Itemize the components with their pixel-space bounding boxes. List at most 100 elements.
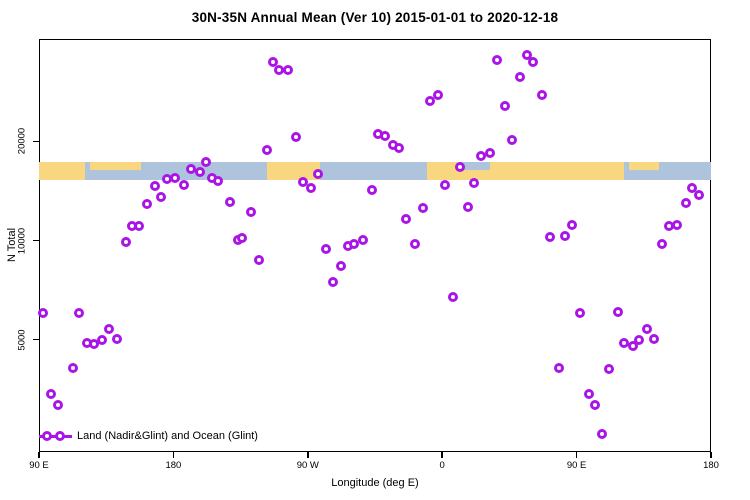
data-point [195, 167, 206, 178]
legend-label: Land (Nadir&Glint) and Ocean (Glint) [77, 430, 258, 442]
data-point [53, 400, 64, 411]
data-point [641, 323, 652, 334]
data-point [225, 197, 236, 208]
x-tick [710, 452, 712, 458]
data-point [45, 388, 56, 399]
data-point [186, 164, 197, 175]
x-tick [38, 452, 40, 458]
data-point [298, 177, 309, 188]
y-tick [33, 239, 39, 242]
x-tick-label: 180 [165, 460, 182, 471]
data-point [432, 90, 443, 101]
data-point [380, 131, 391, 142]
data-point [283, 64, 294, 75]
data-point [567, 220, 578, 231]
y-tick-label: 20000 [16, 128, 28, 155]
legend-marker [39, 429, 72, 443]
y-tick [33, 140, 39, 143]
data-point [694, 190, 705, 201]
data-point [544, 231, 555, 242]
data-point [156, 192, 167, 203]
data-point [417, 203, 428, 214]
data-point [455, 162, 466, 173]
x-tick [307, 452, 309, 458]
legend-point-icon [42, 431, 52, 441]
map-strip-land-segment [39, 162, 86, 180]
data-point [537, 90, 548, 101]
data-point [680, 198, 691, 209]
data-point [104, 323, 115, 334]
data-point [410, 238, 421, 249]
data-point [349, 238, 360, 249]
plot-area: 90 E 180 90 W 0 90 E 180 5000 10000 20000 Land (… [17, 39, 719, 471]
data-point [476, 151, 487, 162]
x-tick-label: 0 [439, 460, 445, 471]
data-point [613, 306, 624, 317]
data-point [589, 400, 600, 411]
data-point [111, 333, 122, 344]
data-point [313, 169, 324, 180]
map-strip-land-segment [267, 162, 320, 180]
y-tick-label: 10000 [16, 227, 28, 254]
data-point [68, 362, 79, 373]
y-axis-label: N Total [6, 227, 18, 263]
data-point [468, 178, 479, 189]
data-point [150, 181, 161, 192]
x-tick-label: 90 W [296, 460, 319, 471]
map-strip-fringe-land [628, 162, 659, 170]
data-point [462, 202, 473, 213]
legend: Land (Nadir&Glint) and Ocean (Glint) [39, 429, 258, 443]
x-tick [172, 452, 175, 458]
data-point [74, 307, 85, 318]
x-tick [575, 452, 578, 458]
map-strip-fringe-land [89, 162, 141, 170]
data-point [169, 173, 180, 184]
data-point [335, 260, 346, 271]
data-point [328, 276, 339, 287]
y-tick-label: 5000 [16, 329, 28, 351]
data-point [596, 429, 607, 440]
data-point [671, 220, 682, 231]
data-point [358, 235, 369, 246]
data-point [96, 334, 107, 345]
data-point [320, 243, 331, 254]
data-point [305, 183, 316, 194]
data-point [425, 96, 436, 107]
data-point [393, 143, 404, 154]
data-point [201, 157, 212, 168]
data-point [619, 337, 630, 348]
data-point [514, 71, 525, 82]
data-point [367, 185, 377, 196]
data-point [507, 135, 518, 146]
data-point [178, 180, 189, 191]
data-point [649, 333, 660, 344]
x-tick-label: 90 E [29, 460, 49, 471]
data-point [492, 54, 503, 65]
x-tick [441, 452, 443, 458]
y-tick [33, 338, 39, 341]
data-point [528, 56, 539, 67]
legend-point-icon [55, 431, 65, 441]
data-point [401, 214, 412, 225]
data-point [574, 307, 585, 318]
data-point [522, 49, 533, 60]
x-tick-label: 180 [703, 460, 719, 471]
data-point [553, 362, 564, 373]
data-point [686, 183, 697, 194]
data-point [628, 340, 639, 351]
data-point [447, 291, 458, 302]
data-point [213, 176, 224, 187]
data-point [484, 148, 495, 159]
x-tick-label: 90 E [566, 460, 587, 471]
data-point [274, 64, 285, 75]
data-point [262, 145, 273, 156]
data-point [38, 307, 49, 318]
map-strip-ocean-segment [319, 162, 428, 180]
data-point [134, 221, 145, 232]
chart-title: 30N-35N Annual Mean (Ver 10) 2015-01-01 … [191, 10, 559, 25]
data-point [237, 233, 248, 244]
data-point [141, 199, 152, 210]
map-strip-fringe-ocean [458, 162, 490, 170]
data-point [583, 388, 594, 399]
